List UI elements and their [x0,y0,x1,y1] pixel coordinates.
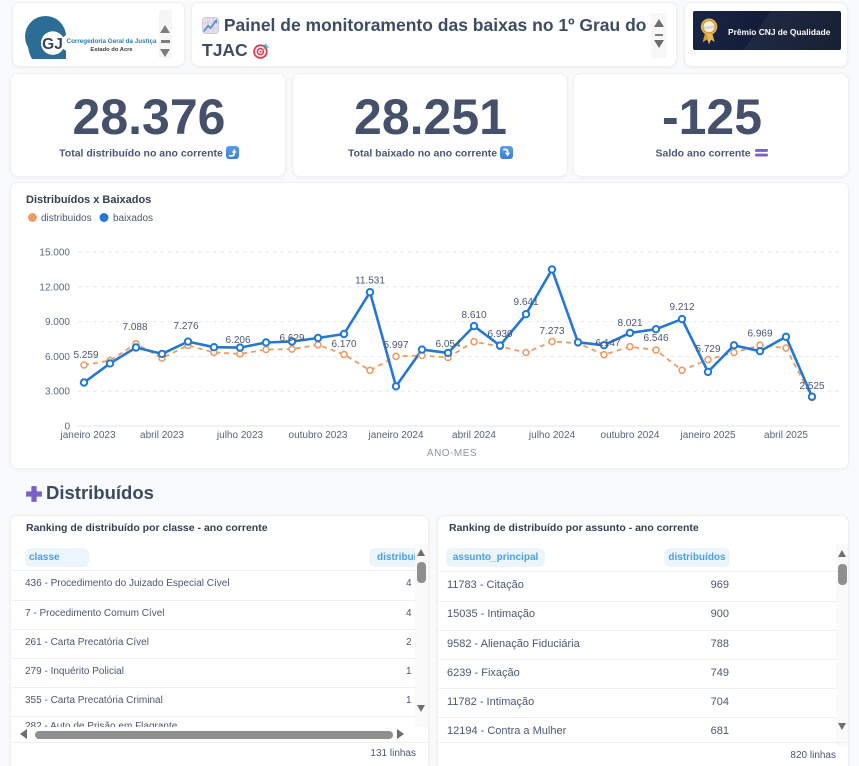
svg-text:GJ: GJ [42,36,63,53]
svg-text:9.212: 9.212 [669,302,694,313]
svg-text:6.147: 6.147 [595,338,620,349]
svg-text:6.629: 6.629 [279,333,304,344]
svg-text:15.000: 15.000 [39,248,70,259]
svg-text:5.259: 5.259 [73,350,98,361]
svg-text:9.000: 9.000 [45,317,70,328]
svg-text:outubro 2023: outubro 2023 [289,430,348,441]
svg-text:janeiro 2023: janeiro 2023 [59,430,115,441]
svg-text:5.729: 5.729 [695,344,720,355]
svg-text:8.021: 8.021 [617,318,642,329]
svg-text:julho 2024: julho 2024 [528,430,576,441]
svg-text:6.000: 6.000 [45,352,70,363]
svg-text:0: 0 [64,422,70,433]
svg-text:janeiro 2025: janeiro 2025 [679,430,735,441]
svg-text:6.930: 6.930 [487,329,512,340]
svg-text:7.088: 7.088 [122,322,147,333]
svg-text:janeiro 2024: janeiro 2024 [367,430,423,441]
svg-text:Distribuídos x Baixados: Distribuídos x Baixados [26,194,151,206]
svg-text:7.276: 7.276 [173,321,198,332]
svg-text:2.525: 2.525 [799,381,824,392]
svg-text:11.531: 11.531 [355,276,385,287]
svg-text:abril 2024: abril 2024 [452,430,496,441]
svg-text:3.000: 3.000 [45,387,70,398]
svg-text:8.610: 8.610 [461,310,486,321]
svg-text:julho 2023: julho 2023 [216,430,264,441]
svg-text:ANO-MES: ANO-MES [427,448,477,459]
svg-text:6.170: 6.170 [331,339,356,350]
svg-text:distribuidos: distribuidos [41,213,92,224]
svg-text:6.206: 6.206 [225,335,250,346]
svg-text:abril 2025: abril 2025 [764,430,808,441]
svg-text:6.054: 6.054 [435,339,460,350]
svg-text:12.000: 12.000 [39,282,70,293]
svg-text:6.969: 6.969 [747,329,772,340]
svg-text:7.273: 7.273 [539,326,564,337]
svg-text:outubro 2024: outubro 2024 [601,430,660,441]
svg-text:6.546: 6.546 [643,333,668,344]
svg-text:abril 2023: abril 2023 [140,430,184,441]
svg-text:5.997: 5.997 [383,340,408,351]
svg-text:baixados: baixados [113,213,153,224]
svg-text:9.641: 9.641 [513,297,538,308]
